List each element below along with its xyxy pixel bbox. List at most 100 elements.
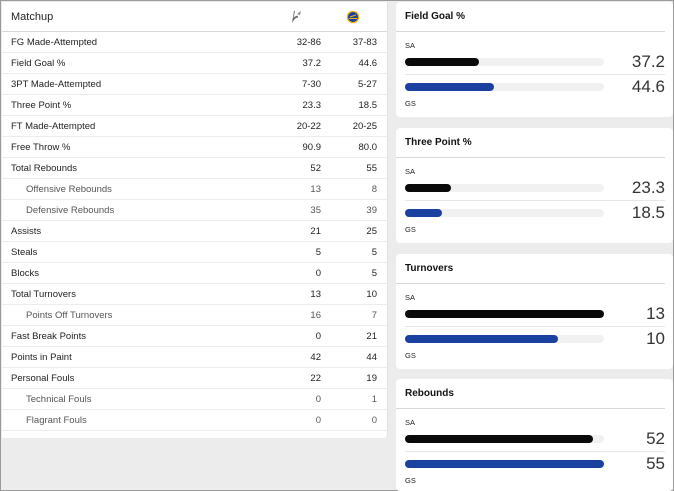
team2-label: GS [405, 476, 416, 485]
stat-label: Field Goal % [11, 57, 66, 69]
stat-row: Technical Fouls 0 1 [2, 389, 387, 410]
stat-label: Personal Fouls [11, 372, 75, 384]
team2-bar-row: 44.6 [405, 75, 665, 99]
stat-label: Total Turnovers [11, 288, 76, 300]
stat-row: Free Throw % 90.9 80.0 [2, 137, 387, 158]
team1-value: 0 [315, 330, 321, 342]
stat-label: Fast Break Points [11, 330, 86, 342]
team1-bar-fill [405, 58, 480, 66]
card-title: Turnovers [396, 254, 665, 284]
team1-value: 37.2 [631, 52, 665, 71]
team1-value: 5 [315, 246, 321, 258]
team2-value: 10 [366, 288, 377, 300]
stat-label: Total Rebounds [11, 162, 78, 174]
team2-value: 44.6 [631, 77, 665, 96]
stat-label: Points in Paint [11, 351, 72, 363]
team2-bar-fill [405, 460, 604, 468]
team1-value: 23.3 [302, 99, 322, 111]
team2-value: 80.0 [358, 141, 378, 153]
team1-bar-row: 52 [405, 427, 665, 451]
team2-bar-track [405, 335, 604, 343]
team2-value: 44.6 [358, 57, 378, 69]
team2-bar-row: 10 [405, 327, 665, 351]
team2-value: 21 [366, 330, 377, 342]
spurs-logo-icon [271, 10, 329, 24]
team1-value: 22 [310, 372, 321, 384]
stat-label: Points Off Turnovers [26, 309, 113, 321]
team2-value: 0 [371, 414, 377, 426]
team1-value: 90.9 [302, 141, 322, 153]
team1-value: 35 [310, 204, 321, 216]
team1-bar-fill [405, 435, 594, 443]
stat-label: FT Made-Attempted [11, 120, 96, 132]
stat-card: Field Goal % SA 37.2 44.6 GS [396, 2, 673, 117]
team2-label: GS [405, 225, 416, 234]
stat-label: 3PT Made-Attempted [11, 78, 102, 90]
team2-value: 44 [366, 351, 377, 363]
team2-value: 8 [371, 183, 377, 195]
team1-value: 23.3 [631, 178, 665, 197]
stat-row: Steals 5 5 [2, 242, 387, 263]
team2-bar-fill [405, 209, 442, 217]
team2-bar-row: 18.5 [405, 201, 665, 225]
team2-value: 37-83 [352, 36, 377, 48]
team1-value: 32-86 [296, 36, 321, 48]
team1-label: SA [405, 167, 416, 176]
team2-value: 18.5 [631, 203, 665, 222]
team2-value: 19 [366, 372, 377, 384]
stat-card: Turnovers SA 13 10 GS [396, 254, 673, 369]
matchup-title: Matchup [11, 10, 54, 23]
card-title: Three Point % [396, 128, 665, 158]
team2-bar-track [405, 83, 604, 91]
team1-value: 52 [310, 162, 321, 174]
stat-label: Blocks [11, 267, 39, 279]
stat-row: Points Off Turnovers 16 7 [2, 305, 387, 326]
team1-value: 0 [315, 414, 321, 426]
team2-bar-track [405, 209, 604, 217]
team1-bar-track [405, 184, 604, 192]
team2-value: 39 [366, 204, 377, 216]
team2-value: 10 [646, 329, 665, 348]
matchup-rows: FG Made-Attempted 32-86 37-83 Field Goal % 3… [2, 32, 387, 431]
team2-value: 55 [646, 454, 665, 473]
stat-row: Offensive Rebounds 13 8 [2, 179, 387, 200]
stat-row: Fast Break Points 0 21 [2, 326, 387, 347]
card-title: Field Goal % [396, 2, 665, 32]
team1-value: 20-22 [296, 120, 321, 132]
stat-label: Flagrant Fouls [26, 414, 87, 426]
team1-value: 0 [315, 393, 321, 405]
stat-label: Steals [11, 246, 38, 258]
team2-value: 5 [371, 246, 377, 258]
stat-label: FG Made-Attempted [11, 36, 98, 48]
stat-row: Defensive Rebounds 35 39 [2, 200, 387, 221]
stat-label: Technical Fouls [26, 393, 92, 405]
team1-value: 0 [315, 267, 321, 279]
team2-bar-track [405, 460, 604, 468]
stat-row: Blocks 0 5 [2, 263, 387, 284]
team2-label: GS [405, 351, 416, 360]
team1-value: 7-30 [301, 78, 321, 90]
team2-value: 55 [366, 162, 377, 174]
stat-row: Flagrant Fouls 0 0 [2, 410, 387, 431]
team1-value: 13 [310, 288, 321, 300]
stat-label: Assists [11, 225, 42, 237]
team1-bar-fill [405, 310, 604, 318]
matchup-header: Matchup [2, 2, 387, 32]
team1-label: SA [405, 41, 416, 50]
card-divider [405, 451, 665, 452]
team2-bar-fill [405, 83, 494, 91]
team1-bar-track [405, 58, 604, 66]
team1-label: SA [405, 418, 416, 427]
stat-label: Offensive Rebounds [26, 183, 112, 195]
team1-value: 16 [310, 309, 321, 321]
team2-value: 25 [366, 225, 377, 237]
stat-row: Total Rebounds 52 55 [2, 158, 387, 179]
stat-card: Three Point % SA 23.3 18.5 GS [396, 128, 673, 243]
stat-row: Total Turnovers 13 10 [2, 284, 387, 305]
card-divider [405, 326, 665, 327]
team1-bar-track [405, 435, 604, 443]
team2-value: 18.5 [358, 99, 378, 111]
team2-value: 20-25 [352, 120, 377, 132]
team1-bar-row: 13 [405, 302, 665, 326]
team2-value: 7 [371, 309, 377, 321]
